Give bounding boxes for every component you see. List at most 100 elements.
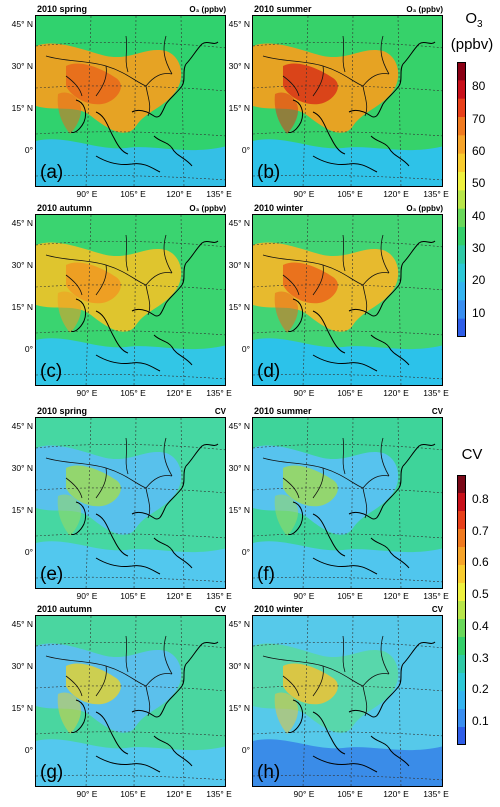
colorbar-outline bbox=[457, 475, 466, 745]
latitude-label: 30° N bbox=[228, 661, 250, 671]
panel-unit-label: O₃ (ppbv) bbox=[406, 5, 443, 14]
high-value-field bbox=[66, 63, 121, 105]
latitude-label: 45° N bbox=[228, 421, 250, 431]
coastline bbox=[287, 465, 404, 557]
latitude-label: 0° bbox=[24, 745, 33, 755]
panel-letter: (b) bbox=[257, 162, 281, 183]
colorbar-swatch bbox=[457, 601, 466, 620]
longitude-label: 105° E bbox=[120, 189, 146, 199]
colorbar-o3-title: O3 bbox=[450, 10, 498, 30]
ocean-field bbox=[36, 139, 225, 186]
latitude-label: 0° bbox=[241, 145, 250, 155]
panel-letter: (c) bbox=[40, 361, 63, 382]
india-region-field bbox=[57, 291, 82, 333]
longitude-label: 120° E bbox=[383, 789, 409, 799]
ocean-field bbox=[36, 541, 225, 588]
latitude-label: 0° bbox=[241, 547, 250, 557]
longitude-label: 105° E bbox=[120, 789, 146, 799]
coastline-islands bbox=[95, 240, 219, 372]
latitude-label: 15° N bbox=[228, 103, 250, 113]
coastline bbox=[287, 63, 404, 155]
longitude-label: 120° E bbox=[166, 591, 192, 601]
panel-unit-label: CV bbox=[431, 407, 443, 416]
latitude-label: 15° N bbox=[228, 302, 250, 312]
colorbar-swatch bbox=[457, 98, 466, 118]
longitude-label: 135° E bbox=[206, 591, 232, 601]
colorbar-swatch bbox=[457, 300, 466, 320]
colorbar-swatch bbox=[457, 529, 466, 548]
ocean-field bbox=[36, 338, 225, 385]
country-borders bbox=[45, 35, 173, 117]
map-field-a bbox=[36, 16, 225, 186]
map-frame: (f) bbox=[252, 417, 443, 589]
colorbar-cv-bar bbox=[457, 475, 466, 745]
longitude-label: 105° E bbox=[120, 591, 146, 601]
longitude-label: 105° E bbox=[337, 189, 363, 199]
map-frame: (d) bbox=[252, 214, 443, 386]
latitude-label: 30° N bbox=[11, 61, 33, 71]
high-value-field bbox=[66, 663, 121, 705]
country-borders bbox=[262, 635, 390, 717]
colorbar-swatch bbox=[457, 727, 466, 745]
longitude-label: 90° E bbox=[293, 388, 315, 398]
coastline bbox=[70, 262, 187, 354]
colorbar-tick-label: 0.5 bbox=[472, 587, 489, 602]
map-frame: (c) bbox=[35, 214, 226, 386]
colorbar-swatch bbox=[457, 263, 466, 283]
map-field-g bbox=[36, 616, 225, 786]
map-field-d bbox=[253, 215, 442, 385]
longitude-label: 135° E bbox=[423, 789, 449, 799]
colorbar-swatch bbox=[457, 511, 466, 530]
colorbar-tick-label: 0.7 bbox=[472, 523, 489, 538]
coastline-islands bbox=[95, 443, 219, 575]
longitude-label: 90° E bbox=[76, 388, 98, 398]
country-borders bbox=[262, 234, 390, 316]
coastline-islands bbox=[312, 443, 436, 575]
map-field-c bbox=[36, 215, 225, 385]
latitude-label: 45° N bbox=[228, 619, 250, 629]
panel-title: 2010 spring bbox=[37, 406, 88, 416]
map-frame: (b) bbox=[252, 15, 443, 187]
latitude-label: 45° N bbox=[228, 19, 250, 29]
longitude-label: 90° E bbox=[293, 591, 315, 601]
colorbar-swatch bbox=[457, 245, 466, 265]
colorbar-swatch bbox=[457, 637, 466, 656]
high-value-field bbox=[283, 465, 338, 507]
longitude-label: 90° E bbox=[76, 189, 98, 199]
colorbar-tick-label: 0.8 bbox=[472, 491, 489, 506]
colorbar-o3-bar bbox=[457, 62, 466, 337]
india-region-field bbox=[274, 494, 299, 536]
colorbar-tick-label: 40 bbox=[472, 208, 486, 223]
coastline bbox=[70, 465, 187, 557]
longitude-label: 90° E bbox=[76, 591, 98, 601]
longitude-label: 135° E bbox=[206, 789, 232, 799]
coastline bbox=[70, 663, 187, 755]
latitude-label: 15° N bbox=[11, 103, 33, 113]
country-borders bbox=[45, 635, 173, 717]
panel-unit-label: O₃ (ppbv) bbox=[406, 204, 443, 213]
latitude-label: 30° N bbox=[11, 463, 33, 473]
coastline-islands bbox=[95, 641, 219, 773]
colorbar-tick-label: 0.6 bbox=[472, 555, 489, 570]
latitude-label: 30° N bbox=[228, 61, 250, 71]
ocean-field bbox=[253, 139, 442, 186]
india-region-field bbox=[274, 92, 299, 134]
coastline-islands bbox=[312, 641, 436, 773]
latitude-label: 45° N bbox=[11, 619, 33, 629]
colorbar-swatch bbox=[457, 583, 466, 602]
map-frame: (a) bbox=[35, 15, 226, 187]
high-value-field bbox=[283, 262, 338, 304]
colorbar-swatch bbox=[457, 565, 466, 584]
latitude-label: 45° N bbox=[11, 19, 33, 29]
longitude-label: 105° E bbox=[337, 789, 363, 799]
coastline-islands bbox=[95, 41, 219, 173]
panel-unit-label: CV bbox=[214, 605, 226, 614]
ocean-field bbox=[253, 541, 442, 588]
panel-title: 2010 autumn bbox=[37, 604, 93, 614]
india-region-field bbox=[57, 92, 82, 134]
country-borders bbox=[45, 437, 173, 519]
latitude-label: 45° N bbox=[11, 421, 33, 431]
latitude-label: 30° N bbox=[228, 260, 250, 270]
panel-unit-label: CV bbox=[431, 605, 443, 614]
latitude-label: 0° bbox=[241, 745, 250, 755]
